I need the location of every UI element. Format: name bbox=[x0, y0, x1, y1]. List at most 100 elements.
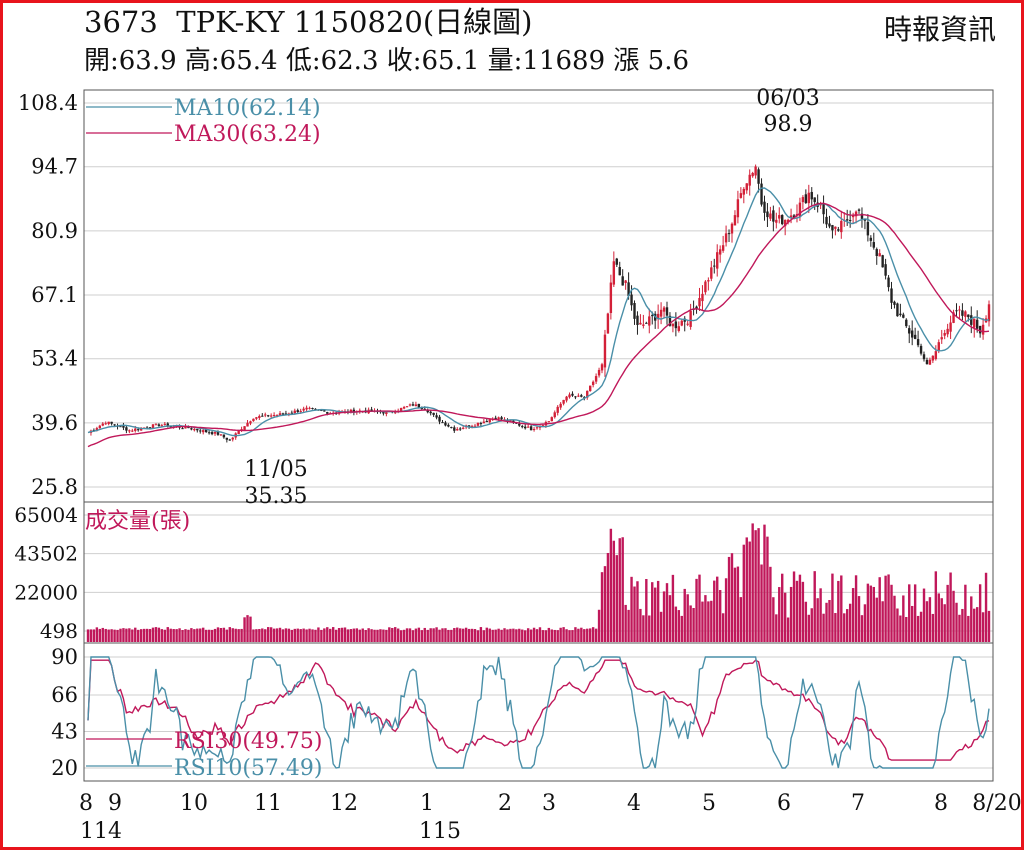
candle-body bbox=[822, 203, 825, 215]
candle-body bbox=[526, 426, 530, 428]
volume-bar bbox=[698, 574, 701, 642]
volume-bar bbox=[320, 629, 323, 642]
candle-body bbox=[851, 214, 855, 218]
volume-bar bbox=[488, 628, 491, 642]
candle-body bbox=[423, 408, 426, 410]
volume-bar bbox=[964, 584, 967, 642]
volume-bar bbox=[869, 585, 873, 642]
volume-bar bbox=[494, 629, 497, 642]
candle-body bbox=[352, 409, 356, 413]
volume-bar bbox=[269, 627, 273, 642]
candle-body bbox=[727, 233, 731, 235]
volume-bar bbox=[199, 628, 202, 642]
candle-body bbox=[284, 413, 288, 415]
volume-bar bbox=[656, 580, 660, 642]
volume-bar bbox=[405, 628, 409, 642]
candle-body bbox=[863, 219, 867, 221]
volume-bar bbox=[373, 629, 376, 642]
low-date-label: 11/05 bbox=[244, 457, 307, 482]
volume-bar bbox=[763, 524, 766, 642]
candle-body bbox=[934, 351, 938, 360]
candle-body bbox=[837, 229, 840, 231]
candle-body bbox=[556, 406, 559, 413]
volume-bar bbox=[848, 603, 852, 642]
volume-bar bbox=[275, 628, 279, 642]
candle-body bbox=[151, 424, 155, 429]
volume-bar bbox=[775, 614, 778, 642]
volume-bar bbox=[438, 629, 441, 642]
candle-body bbox=[128, 430, 131, 432]
volume-bar bbox=[786, 617, 790, 642]
volume-bar bbox=[349, 629, 353, 642]
candle-body bbox=[134, 428, 137, 431]
volume-bar bbox=[736, 566, 740, 642]
volume-bar bbox=[485, 627, 489, 642]
volume-bar bbox=[476, 630, 480, 642]
candle-body bbox=[763, 201, 766, 213]
volume-bar bbox=[210, 629, 214, 642]
candle-body bbox=[101, 423, 104, 426]
volume-bar bbox=[456, 627, 459, 642]
candle-body bbox=[648, 316, 651, 326]
candle-body bbox=[181, 428, 184, 430]
volume-bar bbox=[724, 578, 728, 642]
candle-body bbox=[172, 426, 175, 428]
volume-bar bbox=[417, 627, 421, 642]
candle-body bbox=[547, 421, 551, 423]
volume-bar bbox=[382, 629, 385, 642]
rsi-lines bbox=[87, 656, 990, 769]
volume-bar bbox=[975, 607, 979, 642]
volume-bar bbox=[420, 630, 424, 642]
volume-bar bbox=[686, 594, 689, 642]
source-label: 時報資訊 bbox=[883, 13, 996, 46]
candle-body bbox=[470, 425, 474, 427]
x-month-label: 3 bbox=[542, 791, 556, 816]
candle-body bbox=[633, 303, 636, 319]
volume-bar bbox=[789, 586, 793, 642]
candle-body bbox=[323, 410, 326, 412]
candle-body bbox=[916, 339, 920, 346]
volume-bar bbox=[225, 629, 229, 642]
volume-bar bbox=[899, 615, 902, 642]
candle-body bbox=[713, 265, 716, 267]
candle-body bbox=[541, 425, 545, 427]
x-month-label: 9 bbox=[108, 791, 122, 816]
volume-bar bbox=[627, 609, 630, 642]
volume-bar bbox=[781, 573, 784, 642]
volume-bar bbox=[692, 608, 695, 642]
volume-bar bbox=[733, 567, 737, 642]
volume-bar bbox=[281, 629, 285, 642]
candle-body bbox=[213, 432, 217, 434]
volume-bar bbox=[302, 628, 305, 642]
volume-bar bbox=[166, 627, 169, 642]
candle-body bbox=[95, 428, 99, 432]
volume-bar bbox=[577, 628, 580, 642]
candle-body bbox=[588, 385, 592, 392]
candle-body bbox=[615, 258, 618, 265]
candle-body bbox=[810, 191, 813, 200]
volume-bar bbox=[934, 571, 938, 642]
y-tick-label: 39.6 bbox=[31, 411, 78, 435]
volume-bar bbox=[361, 628, 364, 642]
candle-body bbox=[281, 413, 285, 415]
volume-bar bbox=[518, 628, 521, 642]
volume-bar bbox=[831, 573, 834, 642]
volume-bar bbox=[621, 537, 624, 642]
candle-body bbox=[125, 427, 128, 431]
candle-body bbox=[402, 407, 406, 409]
volume-bar bbox=[258, 629, 261, 642]
volume-bar bbox=[946, 584, 949, 642]
volume-bar bbox=[86, 629, 90, 642]
volume-bar bbox=[237, 629, 240, 642]
candle-body bbox=[778, 215, 781, 219]
candle-body bbox=[899, 313, 902, 316]
volume-bar bbox=[884, 575, 887, 642]
candle-body bbox=[710, 267, 713, 279]
candle-body bbox=[621, 276, 624, 286]
candle-body bbox=[550, 417, 553, 422]
candle-body bbox=[258, 416, 261, 418]
volume-bar bbox=[509, 628, 512, 642]
candle-body bbox=[275, 414, 279, 416]
volume-bar bbox=[367, 628, 370, 642]
